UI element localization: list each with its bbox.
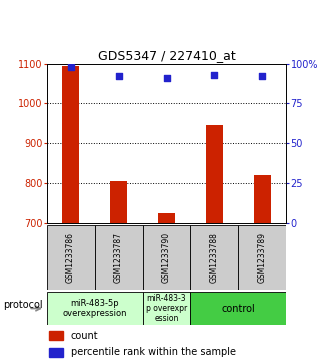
FancyBboxPatch shape [95,225,143,290]
Text: protocol: protocol [3,300,43,310]
FancyBboxPatch shape [143,292,190,325]
Text: GSM1233787: GSM1233787 [114,232,123,283]
Text: GSM1233786: GSM1233786 [66,232,75,283]
Bar [110,182,127,223]
FancyBboxPatch shape [190,225,238,290]
FancyBboxPatch shape [190,292,286,325]
Bar [49,331,63,340]
Text: count: count [71,331,98,341]
Point [116,73,121,79]
Bar [62,66,79,223]
Text: percentile rank within the sample: percentile rank within the sample [71,347,235,357]
Bar [49,348,63,357]
FancyBboxPatch shape [238,225,286,290]
Text: miR-483-5p
overexpression: miR-483-5p overexpression [62,299,127,318]
FancyBboxPatch shape [47,292,143,325]
Point [212,72,217,78]
Text: GSM1233790: GSM1233790 [162,232,171,283]
Text: GSM1233788: GSM1233788 [210,232,219,283]
Point [68,64,73,70]
Bar [254,175,271,223]
Point [164,75,169,81]
Point [260,73,265,79]
FancyBboxPatch shape [143,225,190,290]
Text: miR-483-3
p overexpr
ession: miR-483-3 p overexpr ession [146,294,187,323]
Bar [206,126,223,223]
Bar [158,213,175,223]
Title: GDS5347 / 227410_at: GDS5347 / 227410_at [98,49,235,62]
Text: control: control [221,303,255,314]
Text: GSM1233789: GSM1233789 [258,232,267,283]
FancyBboxPatch shape [47,225,95,290]
